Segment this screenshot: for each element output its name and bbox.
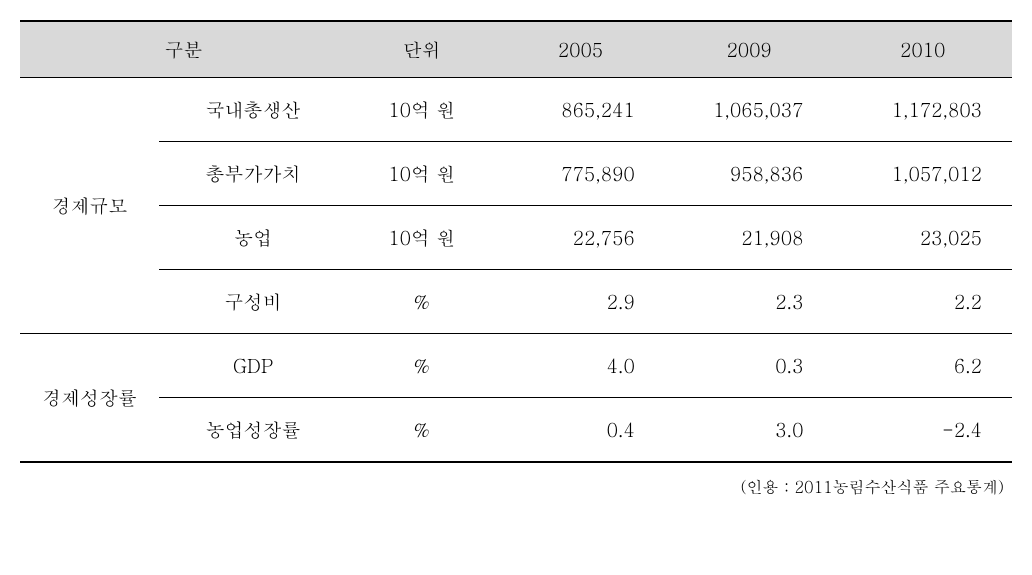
unit-cell: % — [347, 398, 496, 463]
value-2005: 0.4 — [496, 398, 665, 463]
value-2009: 3.0 — [665, 398, 834, 463]
value-2005: 22,756 — [496, 206, 665, 270]
value-2009: 0.3 — [665, 334, 834, 398]
table-row: 구성비 % 2.9 2.3 2.2 — [20, 270, 1012, 334]
header-2009: 2009 — [665, 21, 834, 78]
table-row: 농업성장률 % 0.4 3.0 -2.4 — [20, 398, 1012, 463]
value-2010: 1,172,803 — [833, 78, 1012, 142]
unit-cell: % — [347, 334, 496, 398]
group-label-economic-scale: 경제규모 — [20, 78, 159, 334]
unit-cell: 10억 원 — [347, 206, 496, 270]
header-unit: 단위 — [347, 21, 496, 78]
table-row: 총부가가치 10억 원 775,890 958,836 1,057,012 — [20, 142, 1012, 206]
table-header-row: 구분 단위 2005 2009 2010 — [20, 21, 1012, 78]
table-row: 경제규모 국내총생산 10억 원 865,241 1,065,037 1,172… — [20, 78, 1012, 142]
value-2010: 1,057,012 — [833, 142, 1012, 206]
sub-label: 국내총생산 — [159, 78, 347, 142]
sub-label: GDP — [159, 334, 347, 398]
value-2009: 2.3 — [665, 270, 834, 334]
value-2010: 23,025 — [833, 206, 1012, 270]
group-label-growth-rate: 경제성장률 — [20, 334, 159, 463]
value-2010: 6.2 — [833, 334, 1012, 398]
sub-label: 총부가가치 — [159, 142, 347, 206]
value-2005: 2.9 — [496, 270, 665, 334]
value-2009: 21,908 — [665, 206, 834, 270]
value-2009: 958,836 — [665, 142, 834, 206]
citation-text: (인용 : 2011농림수산식품 주요통계) — [20, 475, 1012, 498]
unit-cell: 10억 원 — [347, 78, 496, 142]
value-2009: 1,065,037 — [665, 78, 834, 142]
unit-cell: 10억 원 — [347, 142, 496, 206]
header-2005: 2005 — [496, 21, 665, 78]
value-2005: 865,241 — [496, 78, 665, 142]
sub-label: 농업성장률 — [159, 398, 347, 463]
table-row: 농업 10억 원 22,756 21,908 23,025 — [20, 206, 1012, 270]
header-category: 구분 — [20, 21, 347, 78]
economic-statistics-table: 구분 단위 2005 2009 2010 경제규모 국내총생산 10억 원 86… — [20, 20, 1012, 463]
value-2005: 775,890 — [496, 142, 665, 206]
sub-label: 구성비 — [159, 270, 347, 334]
sub-label: 농업 — [159, 206, 347, 270]
value-2010: -2.4 — [833, 398, 1012, 463]
table-row: 경제성장률 GDP % 4.0 0.3 6.2 — [20, 334, 1012, 398]
value-2010: 2.2 — [833, 270, 1012, 334]
header-2010: 2010 — [833, 21, 1012, 78]
unit-cell: % — [347, 270, 496, 334]
value-2005: 4.0 — [496, 334, 665, 398]
